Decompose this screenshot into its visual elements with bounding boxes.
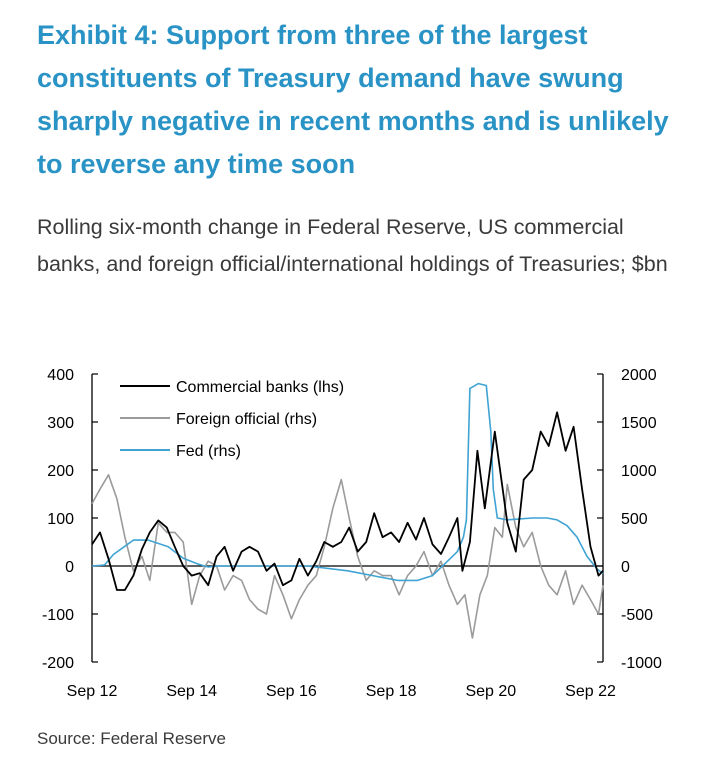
chart-subtitle: Rolling six-month change in Federal Rese…: [37, 215, 668, 276]
legend-label-foreign: Foreign official (rhs): [176, 411, 317, 428]
series-line-fed: [91, 382, 604, 582]
x-tick-label: Sep 20: [465, 683, 516, 700]
right-tick-label: 2000: [621, 367, 657, 384]
page-title: Exhibit 4: Support from three of the lar…: [37, 20, 669, 179]
left-tick-label: 200: [47, 463, 74, 480]
x-tick-label: Sep 16: [266, 683, 317, 700]
right-tick-label: 0: [621, 559, 630, 576]
right-tick-label: 1500: [621, 415, 657, 432]
right-tick-label: -1000: [621, 655, 662, 672]
legend-label-banks: Commercial banks (lhs): [176, 379, 344, 396]
left-tick-label: 300: [47, 415, 74, 432]
chart-series: [91, 382, 604, 639]
left-tick-label: 0: [65, 559, 74, 576]
x-tick-label: Sep 14: [166, 683, 217, 700]
chart-axes: 4003002001000-100-2002000150010005000-50…: [42, 367, 662, 700]
right-tick-label: -500: [621, 607, 653, 624]
x-tick-label: Sep 22: [565, 683, 616, 700]
series-line-foreign: [91, 473, 604, 639]
legend-label-fed: Fed (rhs): [176, 443, 241, 460]
right-tick-label: 500: [621, 511, 648, 528]
right-tick-label: 1000: [621, 463, 657, 480]
source-note: Source: Federal Reserve: [37, 729, 226, 748]
x-tick-label: Sep 12: [67, 683, 118, 700]
left-tick-label: 400: [47, 367, 74, 384]
series-line-banks: [91, 411, 604, 591]
left-tick-label: 100: [47, 511, 74, 528]
x-tick-label: Sep 18: [366, 683, 417, 700]
chart-legend: Commercial banks (lhs) Foreign official (…: [120, 379, 344, 460]
left-tick-label: -200: [42, 655, 74, 672]
left-tick-label: -100: [42, 607, 74, 624]
